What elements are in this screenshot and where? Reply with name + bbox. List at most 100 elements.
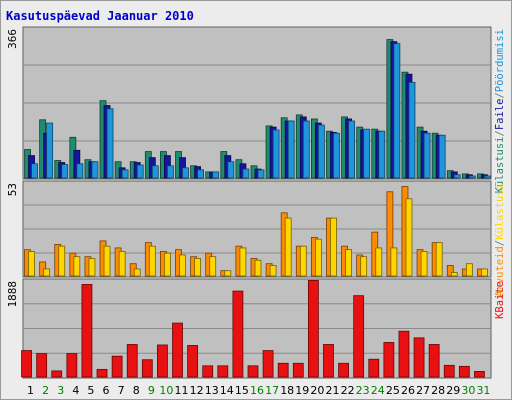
bar-top-s2-day8 (136, 164, 144, 179)
bar-bottom-s0-day20 (307, 279, 319, 378)
bar-top-s2-day28 (438, 134, 446, 179)
bar-top-s2-day5 (91, 161, 99, 179)
x-tick-label-day27: 27 (416, 384, 430, 397)
y-max-label-bottom: 1888 (6, 281, 19, 308)
x-tick-label-day4: 4 (72, 384, 79, 397)
x-tick-label-day16: 16 (250, 384, 264, 397)
bar-middle-s1-day5 (88, 258, 96, 277)
bar-top-s2-day30 (468, 175, 476, 179)
bar-top-s2-day23 (363, 128, 371, 179)
x-tick-label-day24: 24 (371, 384, 385, 397)
bar-bottom-s0-day8 (126, 344, 138, 378)
bar-bottom-s0-day31 (474, 371, 485, 378)
x-tick-label-day8: 8 (133, 384, 140, 397)
bar-middle-s1-day23 (360, 256, 368, 277)
bar-middle-s1-day29 (450, 272, 458, 277)
bar-bottom-s0-day19 (292, 362, 304, 378)
bar-bottom-s0-day17 (262, 350, 274, 378)
legend-top: Külastusi/Faile/Pöördumisi (494, 29, 506, 193)
bar-middle-s1-day12 (194, 258, 202, 277)
bar-top-s2-day2 (46, 122, 54, 179)
bar-bottom-s0-day10 (157, 344, 168, 378)
bar-top-s2-day20 (317, 124, 325, 179)
bar-middle-s1-day8 (133, 268, 141, 277)
x-tick-label-day20: 20 (310, 384, 324, 397)
bar-top-s2-day24 (378, 130, 386, 179)
bar-middle-s1-day13 (209, 256, 217, 277)
x-tick-label-day29: 29 (446, 384, 460, 397)
x-tick-label-day30: 30 (461, 384, 475, 397)
bar-bottom-s0-day29 (443, 364, 455, 378)
x-tick-label-day17: 17 (265, 384, 279, 397)
x-tick-label-day13: 13 (205, 384, 219, 397)
bar-bottom-s0-day25 (383, 342, 395, 378)
x-tick-label-day15: 15 (235, 384, 249, 397)
bar-middle-s1-day21 (330, 217, 337, 277)
bar-middle-s1-day15 (239, 247, 247, 277)
bar-bottom-s0-day6 (96, 368, 108, 378)
bar-bottom-s0-day22 (338, 362, 349, 378)
x-tick-label-day9: 9 (148, 384, 155, 397)
x-tick-label-day14: 14 (220, 384, 234, 397)
x-tick-label-day3: 3 (57, 384, 64, 397)
bar-bottom-s0-day26 (398, 330, 410, 378)
bar-bottom-s0-day27 (413, 337, 425, 378)
bar-bottom-s0-day16 (247, 365, 259, 378)
bar-top-s2-day31 (484, 175, 491, 179)
bar-bottom-s0-day1 (21, 350, 32, 378)
legend-entry-Faile: Faile (494, 99, 506, 131)
x-tick-label-day5: 5 (87, 384, 94, 397)
bar-bottom-s0-day23 (353, 295, 365, 378)
legend-separator: / (494, 130, 506, 136)
x-tick-label-day28: 28 (431, 384, 445, 397)
bar-bottom-s0-day9 (141, 359, 153, 378)
bar-bottom-s0-day12 (187, 345, 199, 378)
bar-middle-s1-day31 (481, 268, 488, 277)
bar-bottom-s0-day11 (172, 322, 183, 378)
bar-middle-s1-day16 (254, 259, 262, 277)
bar-bottom-s0-day21 (323, 344, 334, 378)
bar-middle-s1-day17 (269, 265, 277, 277)
x-tick-label-day11: 11 (175, 384, 189, 397)
x-tick-label-day22: 22 (341, 384, 355, 397)
legend-entry-Külastusi: Külastusi (494, 183, 506, 240)
bar-middle-s0-day25 (386, 191, 394, 277)
legend-entry-Pöördumisi: Pöördumisi (494, 29, 506, 92)
bar-middle-s1-day10 (164, 252, 171, 277)
bar-top-s2-day11 (182, 167, 189, 179)
bar-top-s2-day22 (348, 120, 355, 179)
bar-middle-s1-day28 (435, 242, 443, 277)
bar-middle-s1-day2 (43, 268, 51, 277)
legend-middle: Arvuteid/Külastusi (494, 183, 506, 297)
bar-top-s2-day25 (393, 43, 401, 179)
bar-middle-s1-day7 (118, 251, 126, 277)
bar-middle-s1-day27 (420, 251, 428, 277)
bar-bottom-s0-day30 (458, 365, 470, 378)
x-tick-label-day7: 7 (118, 384, 125, 397)
bar-top-s2-day17 (272, 129, 280, 179)
bar-top-s2-day26 (408, 81, 416, 179)
bar-middle-s1-day26 (405, 198, 413, 277)
x-tick-label-day19: 19 (295, 384, 309, 397)
chart-panel-middle: 53 Arvuteid/Külastusi (6, 180, 506, 297)
x-tick-label-day6: 6 (103, 384, 110, 397)
bar-top-s2-day9 (151, 165, 159, 179)
chart-panel-bottom: 1888 KBaite (6, 278, 506, 379)
x-tick-label-day23: 23 (356, 384, 370, 397)
bar-top-s2-day19 (302, 120, 310, 179)
legend-entry-KBaite: KBaite (494, 281, 506, 319)
bar-bottom-s0-day7 (111, 355, 123, 378)
bar-middle-s0-day29 (446, 265, 454, 277)
legend-entry-Arvuteid: Arvuteid (494, 246, 506, 297)
bar-top-s2-day4 (76, 163, 84, 179)
x-tick-label-day18: 18 (280, 384, 294, 397)
bar-bottom-s0-day24 (368, 358, 380, 378)
x-tick-label-day2: 2 (42, 384, 49, 397)
legend-bottom: KBaite (494, 281, 506, 319)
bar-top-s2-day7 (121, 169, 129, 179)
x-tick-label-day12: 12 (190, 384, 204, 397)
x-tick-label-day25: 25 (386, 384, 400, 397)
bar-middle-s1-day20 (314, 238, 322, 277)
